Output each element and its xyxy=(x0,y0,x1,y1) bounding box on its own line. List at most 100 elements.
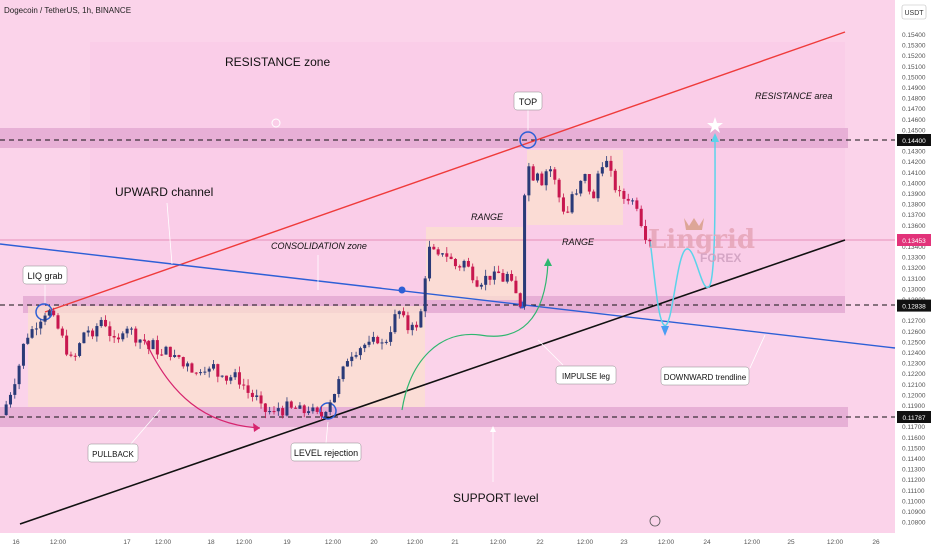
candle-body-85 xyxy=(371,336,375,342)
candle-body-65 xyxy=(285,401,289,416)
candle-body-126 xyxy=(548,169,552,172)
price-tick-17: 0.13600 xyxy=(902,223,926,230)
candle-body-33 xyxy=(147,340,151,350)
crown-icon xyxy=(684,218,704,230)
price-tick-27: 0.12500 xyxy=(902,339,926,346)
candle-body-16 xyxy=(73,355,77,357)
price-tick-0: 0.15400 xyxy=(902,32,926,39)
candle-body-28 xyxy=(125,328,129,334)
time-tick-18: 25 xyxy=(787,539,795,546)
candle-body-70 xyxy=(307,411,311,414)
candle-body-103 xyxy=(449,256,453,259)
pullback-arrow-path xyxy=(144,339,261,429)
candle-body-88 xyxy=(384,341,388,343)
price-axis[interactable]: 0.15400 0.15300 0.15200 0.15100 0.15000 0.149… xyxy=(902,32,926,527)
candle-body-50 xyxy=(220,375,224,377)
upward-channel-label: UPWARD channel xyxy=(115,185,213,199)
candle-body-113 xyxy=(492,271,496,280)
price-tick-5: 0.14900 xyxy=(902,85,926,92)
time-tick-13: 12:00 xyxy=(577,539,594,546)
touch-dot-1 xyxy=(398,286,406,294)
time-tick-3: 12:00 xyxy=(155,539,172,546)
time-tick-5: 12:00 xyxy=(236,539,253,546)
price-tick-11: 0.14200 xyxy=(902,159,926,166)
candle-body-58 xyxy=(255,395,259,397)
candle-body-77 xyxy=(337,379,341,394)
upward-channel-leader xyxy=(166,202,173,265)
top-circle xyxy=(519,131,537,149)
candle-body-60 xyxy=(263,403,267,412)
candle-body-2 xyxy=(13,384,17,395)
downward-trendline[interactable] xyxy=(0,243,896,349)
candle-body-49 xyxy=(216,364,220,377)
candle-body-94 xyxy=(410,324,414,331)
top-tag-text: TOP xyxy=(519,97,537,107)
time-tick-10: 21 xyxy=(451,539,459,546)
level-tag-1: 0.12838 xyxy=(902,304,926,311)
candle-body-104 xyxy=(453,258,457,267)
price-tick-21: 0.13200 xyxy=(902,265,926,272)
candle-body-11 xyxy=(52,310,56,316)
candle-body-87 xyxy=(380,342,384,344)
candle-body-115 xyxy=(501,273,505,282)
pullback-arrow-head xyxy=(253,423,260,432)
candle-body-25 xyxy=(112,335,116,338)
price-tick-8: 0.14600 xyxy=(902,117,926,124)
time-axis[interactable]: 16 12:00 17 12:00 18 12:00 19 12:00 20 12:00 21 12:… xyxy=(12,539,880,546)
event-icon xyxy=(649,515,661,527)
price-tick-2: 0.15200 xyxy=(902,53,926,60)
candle-body-86 xyxy=(376,336,380,344)
time-tick-1: 12:00 xyxy=(50,539,67,546)
candle-body-131 xyxy=(570,194,574,213)
price-tick-13: 0.14000 xyxy=(902,180,926,187)
level-rejection-tag: LEVEL rejection xyxy=(290,442,362,462)
candle-body-123 xyxy=(536,173,540,181)
time-tick-17: 12:00 xyxy=(744,539,761,546)
price-tick-31: 0.12100 xyxy=(902,382,926,389)
price-tick-26: 0.12600 xyxy=(902,329,926,336)
candle-body-53 xyxy=(233,372,237,378)
price-tick-7: 0.14700 xyxy=(902,106,926,113)
candle-body-54 xyxy=(237,372,241,385)
resistance-zone-label: RESISTANCE zone xyxy=(225,55,330,69)
candle-body-0 xyxy=(4,404,8,415)
price-tick-34: 0.11700 xyxy=(902,424,925,431)
candle-body-89 xyxy=(389,332,393,342)
range-label-2: RANGE xyxy=(562,237,595,247)
price-tick-29: 0.12300 xyxy=(902,361,926,368)
price-tick-19: 0.13400 xyxy=(902,244,926,251)
resistance-band xyxy=(0,128,848,148)
time-tick-15: 12:00 xyxy=(658,539,675,546)
price-tick-36: 0.11500 xyxy=(902,445,925,452)
candle-body-106 xyxy=(462,260,466,268)
candle-body-149 xyxy=(648,239,652,242)
candle-body-93 xyxy=(406,315,410,331)
candle-body-27 xyxy=(121,333,125,340)
candle-body-22 xyxy=(99,319,103,327)
level-tag-0: 0.14400 xyxy=(902,138,926,145)
candle-body-10 xyxy=(47,310,51,316)
candle-body-108 xyxy=(471,266,475,281)
price-axis-background xyxy=(895,0,932,550)
time-tick-6: 19 xyxy=(283,539,291,546)
impulse-arrow-head xyxy=(544,258,552,266)
candle-body-73 xyxy=(320,411,324,417)
range-box-2 xyxy=(527,150,623,225)
candle-body-95 xyxy=(415,324,419,328)
symbol-title[interactable]: Dogecoin / TetherUS, 1h, BINANCE xyxy=(4,6,131,15)
candle-body-130 xyxy=(566,211,570,213)
impulse-leg-tag: IMPULSE leg xyxy=(555,365,617,385)
price-tick-30: 0.12200 xyxy=(902,371,926,378)
candle-body-32 xyxy=(142,339,146,341)
candle-body-102 xyxy=(445,253,449,257)
candle-body-75 xyxy=(328,402,332,412)
candle-body-128 xyxy=(557,179,561,198)
currency-badge[interactable]: USDT xyxy=(901,4,927,20)
price-tick-6: 0.14800 xyxy=(902,96,926,103)
candle-body-7 xyxy=(34,328,38,330)
candle-body-46 xyxy=(203,371,207,373)
candle-body-142 xyxy=(618,190,622,192)
downtrend-leader xyxy=(749,334,766,369)
